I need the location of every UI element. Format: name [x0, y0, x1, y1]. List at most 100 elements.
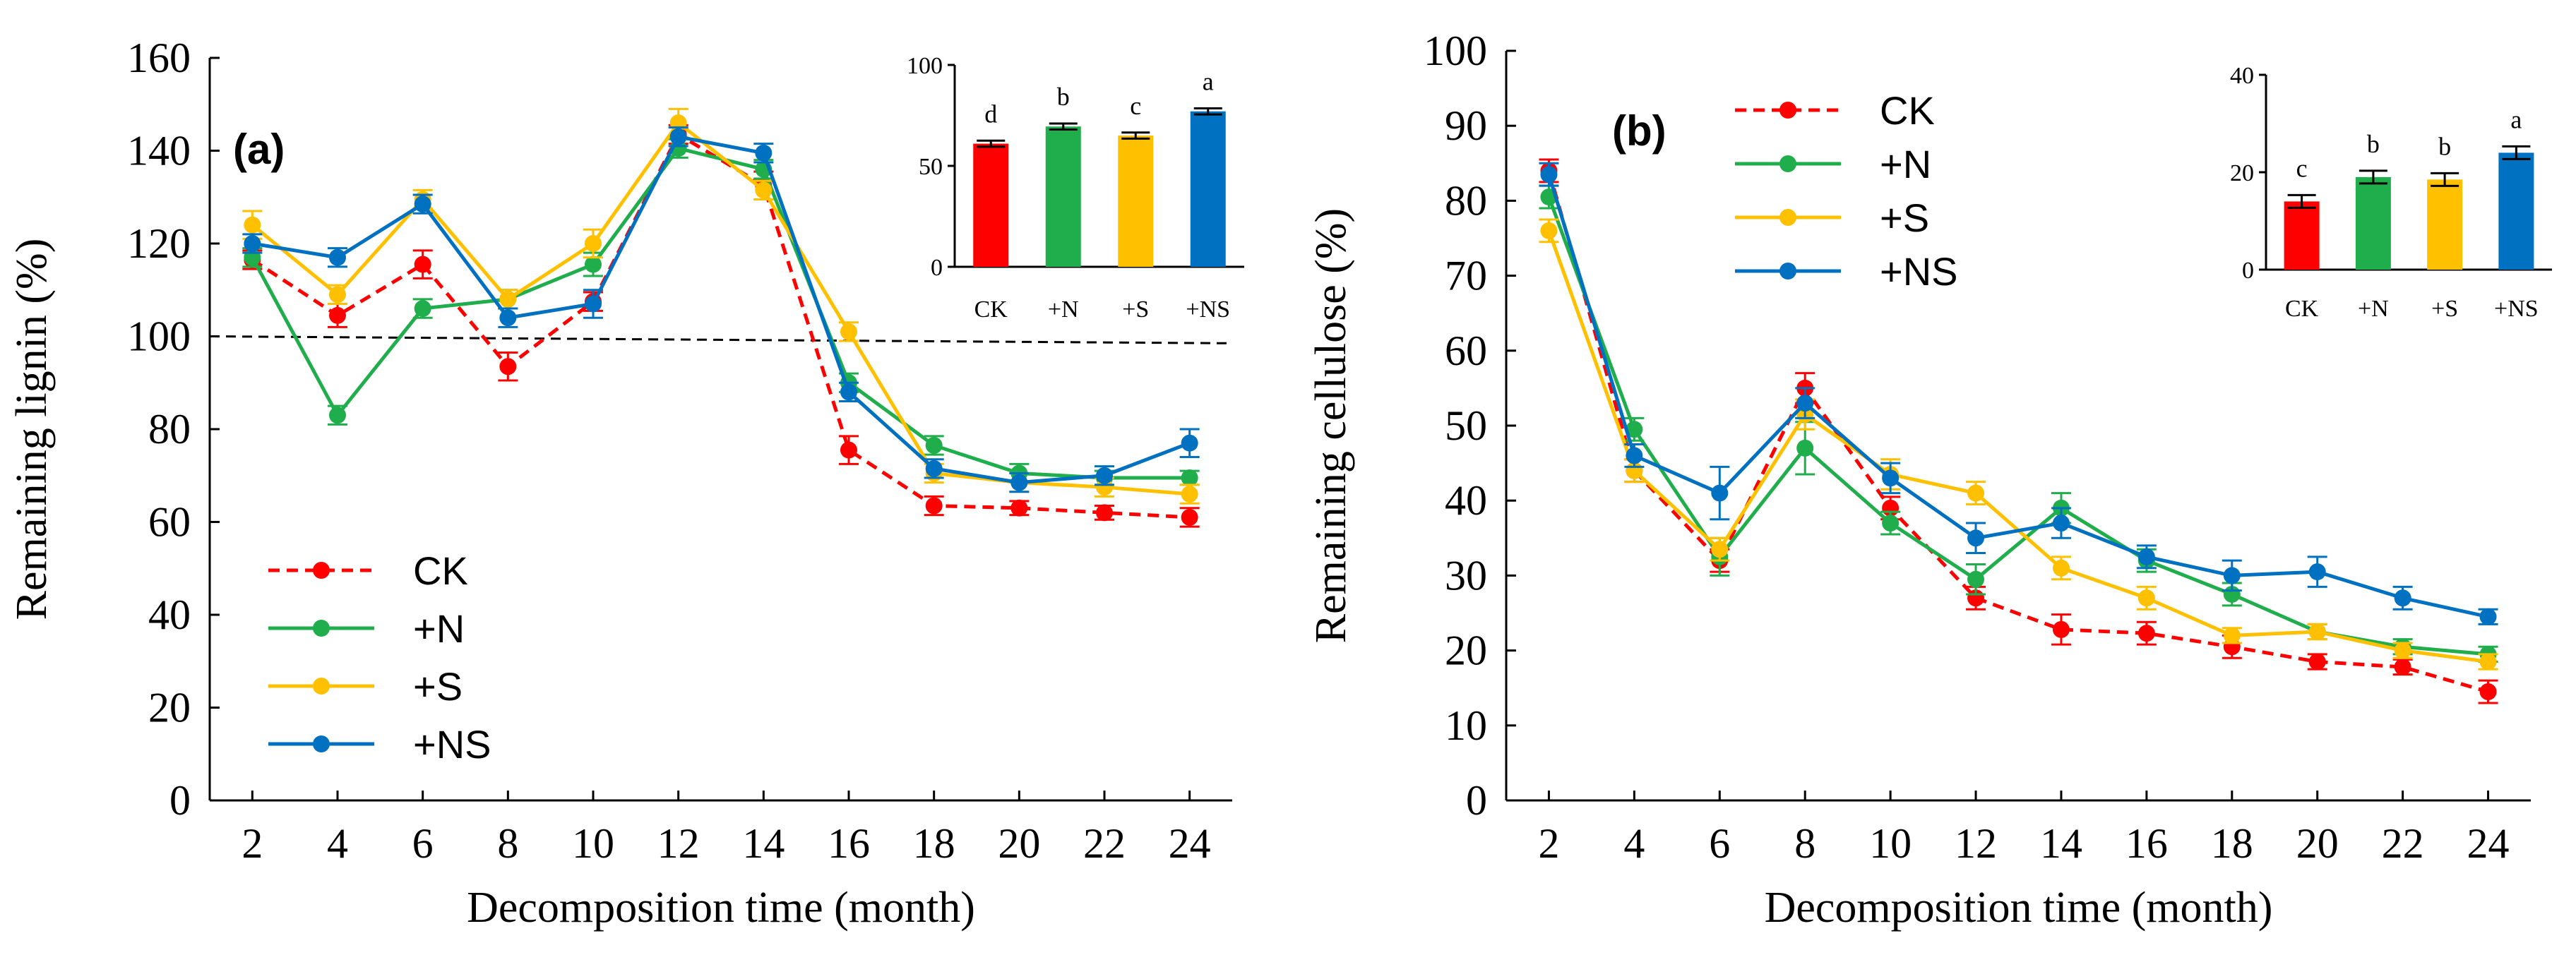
- x-tick-label: 22: [2382, 820, 2424, 867]
- data-point: [499, 358, 517, 376]
- data-point: [925, 497, 943, 515]
- x-tick-label: 20: [998, 820, 1040, 867]
- inset-y-tick-label: 50: [919, 154, 943, 180]
- inset-bar-chart: 0 50 100 d CK b +N c +S a +NS: [907, 53, 1244, 323]
- legend-marker: [1779, 102, 1796, 119]
- series-plus-ns: [242, 126, 1200, 493]
- inset-bar-chart: 0 20 40 c CK b +N b +S a +NS: [2230, 63, 2552, 322]
- y-tick-label: 80: [1445, 177, 1487, 224]
- data-point: [2479, 608, 2497, 625]
- data-point: [414, 256, 431, 273]
- data-point: [1711, 484, 1729, 502]
- data-point: [414, 196, 431, 213]
- x-tick-label: 14: [742, 820, 785, 867]
- x-tick-label: 6: [412, 820, 434, 867]
- data-point: [585, 256, 602, 273]
- data-point: [2223, 567, 2241, 584]
- legend-item-plus-n: +N: [1735, 142, 1931, 186]
- inset-category-label: CK: [2285, 296, 2319, 322]
- inset-category-label: +N: [1048, 296, 1079, 323]
- y-tick-label: 30: [1445, 552, 1487, 599]
- series-line: [251, 131, 1190, 519]
- inset-significance-letter: d: [984, 100, 997, 128]
- x-axis-title: Decomposition time (month): [467, 884, 975, 932]
- data-point: [2137, 548, 2155, 565]
- data-point: [755, 181, 773, 199]
- y-tick-label: 10: [1445, 702, 1487, 749]
- inset-error-bar: [1049, 122, 1078, 131]
- series-line: [1547, 196, 2488, 656]
- y-tick-label: 50: [1445, 402, 1487, 449]
- legend-marker: [1779, 155, 1796, 172]
- data-point: [329, 407, 346, 424]
- inset-bar-plus-ns: [1190, 111, 1226, 267]
- data-point: [2223, 627, 2241, 644]
- inset-bar-ck: [973, 143, 1009, 267]
- inset-y-tick-label: 0: [931, 255, 943, 281]
- data-point: [1796, 439, 1814, 457]
- x-tick-label: 10: [572, 820, 614, 867]
- data-point: [840, 441, 857, 459]
- y-tick-label: 90: [1445, 102, 1487, 149]
- inset-y-tick-label: 20: [2230, 160, 2254, 186]
- series-plus-s: [1539, 218, 2498, 671]
- inset-category-label: +S: [1122, 296, 1149, 323]
- inset-significance-letter: b: [1057, 83, 1070, 111]
- x-tick-label: 12: [1955, 820, 1997, 867]
- series-plus-ns: [1539, 162, 2498, 625]
- data-point: [1010, 499, 1028, 517]
- inset-significance-letter: b: [2438, 132, 2451, 160]
- inset-error-bar: [2502, 145, 2531, 160]
- data-point: [1967, 529, 1985, 547]
- data-point: [1181, 508, 1198, 526]
- data-point: [2308, 653, 2326, 671]
- y-tick-label: 120: [127, 220, 191, 267]
- legend-item-plus-ns: +NS: [268, 722, 491, 767]
- y-tick-label: 60: [1445, 328, 1487, 374]
- x-tick-label: 22: [1083, 820, 1126, 867]
- x-tick-label: 16: [828, 820, 870, 867]
- legend-marker: [313, 735, 330, 752]
- data-point: [1882, 469, 1900, 487]
- x-tick-label: 8: [1794, 820, 1815, 867]
- panel-label: (a): [233, 126, 285, 173]
- legend-item-ck: CK: [1735, 88, 1935, 133]
- data-point: [244, 235, 261, 252]
- x-tick-label: 20: [2296, 820, 2339, 867]
- y-tick-label: 0: [1466, 777, 1487, 824]
- legend-label: CK: [413, 548, 468, 593]
- y-tick-label: 140: [127, 128, 191, 174]
- inset-error-bar: [2359, 169, 2387, 185]
- data-point: [1967, 484, 1985, 502]
- series-ck: [1539, 158, 2498, 704]
- legend-marker: [1779, 263, 1796, 280]
- data-point: [2137, 625, 2155, 642]
- data-point: [1626, 421, 1643, 438]
- y-axis-title: Remaining cellulose (%): [1307, 208, 1355, 643]
- data-point: [669, 128, 687, 145]
- legend-label: +N: [413, 606, 465, 651]
- reference-line-100-percent: [209, 335, 1233, 344]
- data-point: [1711, 541, 1729, 558]
- inset-category-label: +S: [2431, 296, 2458, 322]
- data-point: [499, 309, 517, 327]
- legend-marker: [313, 562, 330, 579]
- legend-item-plus-s: +S: [268, 664, 463, 709]
- y-tick-label: 60: [148, 499, 191, 546]
- data-point: [1626, 447, 1643, 464]
- x-tick-label: 18: [913, 820, 955, 867]
- inset-error-bar: [2431, 172, 2459, 187]
- data-point: [2394, 642, 2411, 659]
- data-point: [2394, 658, 2411, 675]
- series-line: [1547, 230, 2488, 664]
- inset-bar-plus-n: [1045, 126, 1081, 267]
- data-point: [585, 295, 602, 313]
- data-point: [1096, 504, 1113, 522]
- data-point: [585, 235, 602, 252]
- data-point: [1096, 467, 1113, 484]
- data-point: [1540, 222, 1558, 239]
- inset-significance-letter: a: [1203, 67, 1214, 95]
